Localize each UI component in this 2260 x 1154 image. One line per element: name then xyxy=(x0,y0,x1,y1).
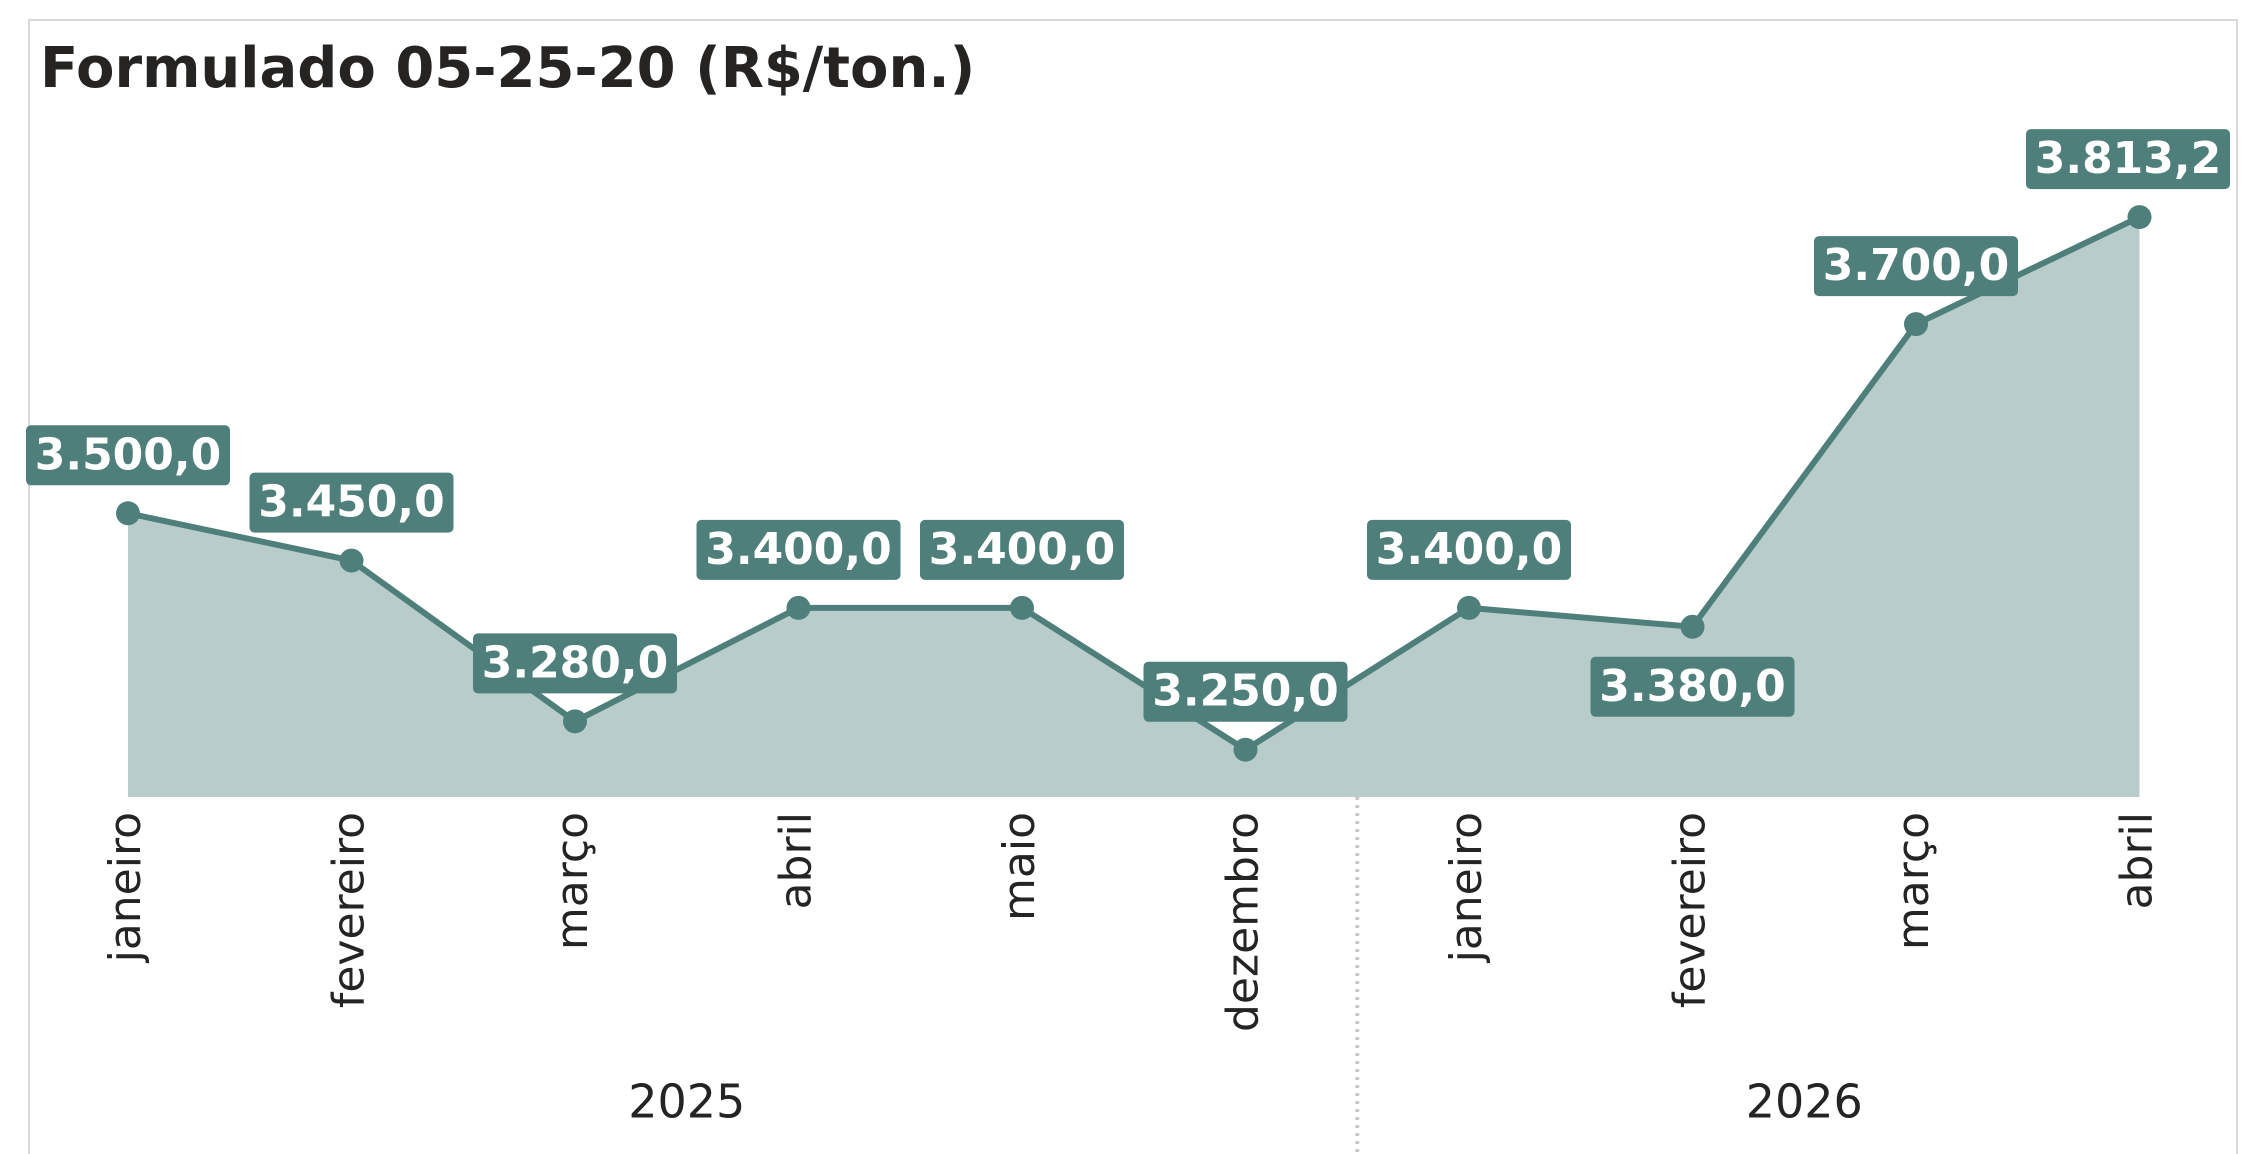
line xyxy=(127,214,2141,753)
x-tick-label: fevereiro xyxy=(1665,812,1716,1008)
data-label-box xyxy=(1590,656,1795,717)
chart-title: Formulado 05-25-20 (R$/ton.) xyxy=(40,36,975,101)
data-point xyxy=(786,595,811,620)
data-point xyxy=(2127,205,2152,230)
data-label: 3.700,0 xyxy=(1823,240,2010,291)
data-point xyxy=(1680,614,1705,639)
group-label: 2025 xyxy=(628,1075,745,1129)
x-tick-label: janeiro xyxy=(1441,812,1492,963)
x-tick-label: maio xyxy=(994,812,1045,921)
data-label-box xyxy=(249,472,454,533)
x-tick-label: abril xyxy=(2112,812,2163,909)
data-point xyxy=(1233,737,1258,762)
x-tick-label: fevereiro xyxy=(324,812,375,1008)
data-label-box xyxy=(1367,519,1571,580)
data-label: 3.280,0 xyxy=(482,637,669,688)
data-label: 3.250,0 xyxy=(1152,666,1339,717)
data-label: 3.450,0 xyxy=(258,477,445,528)
x-tick-label: dezembro xyxy=(1218,812,1269,1032)
data-label: 3.380,0 xyxy=(1599,661,1786,712)
data-label: 3.400,0 xyxy=(929,524,1116,575)
data-point xyxy=(339,548,364,573)
data-label-box xyxy=(1143,661,1348,722)
data-point xyxy=(563,709,587,734)
data-label: 3.400,0 xyxy=(1376,524,1563,575)
data-point xyxy=(1457,595,1481,620)
data-label-box xyxy=(1814,236,2018,297)
x-tick-label: janeiro xyxy=(100,812,151,963)
data-point xyxy=(116,501,140,526)
data-label-box xyxy=(26,425,230,486)
data-label: 3.813,2 xyxy=(2035,133,2222,184)
data-label-box xyxy=(920,519,1124,580)
data-point xyxy=(1904,312,1928,337)
data-label-box xyxy=(2026,129,2230,190)
x-tick-label: abril xyxy=(771,812,822,909)
data-label-box xyxy=(473,633,677,694)
area xyxy=(128,217,2140,797)
data-label-box xyxy=(696,519,901,580)
data-label: 3.500,0 xyxy=(35,429,222,480)
x-tick-label: março xyxy=(547,812,598,950)
group-label: 2026 xyxy=(1746,1075,1863,1129)
x-tick-label: março xyxy=(1888,812,1939,950)
data-label: 3.400,0 xyxy=(705,524,892,575)
data-point xyxy=(1010,595,1034,620)
